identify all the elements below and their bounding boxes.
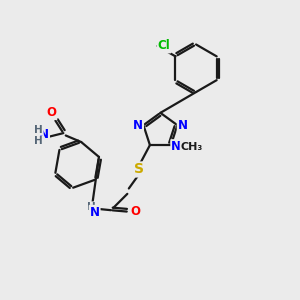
Text: Cl: Cl bbox=[158, 40, 170, 52]
Text: H: H bbox=[34, 136, 43, 146]
Text: H: H bbox=[87, 202, 95, 212]
Text: N: N bbox=[178, 119, 188, 132]
Text: H: H bbox=[34, 124, 43, 134]
Text: N: N bbox=[90, 206, 100, 219]
Text: N: N bbox=[39, 128, 49, 141]
Text: N: N bbox=[171, 140, 181, 153]
Text: CH₃: CH₃ bbox=[181, 142, 203, 152]
Text: O: O bbox=[46, 106, 56, 119]
Text: N: N bbox=[133, 119, 143, 132]
Text: S: S bbox=[134, 163, 144, 176]
Text: O: O bbox=[130, 205, 140, 218]
